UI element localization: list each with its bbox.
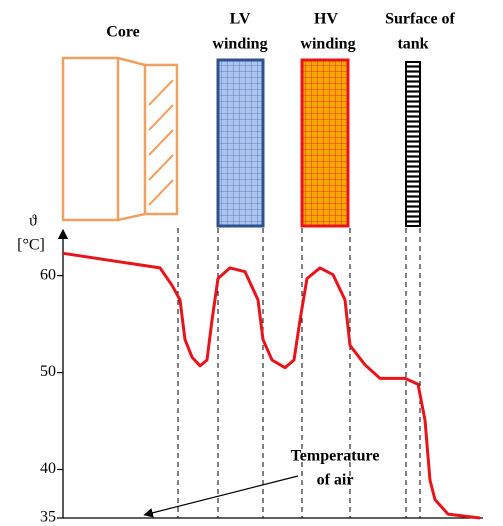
annotation-arrow — [143, 475, 299, 518]
component-label: Core — [106, 24, 139, 41]
y-tick-label: 35 — [40, 509, 56, 526]
component-label: LV — [230, 11, 251, 28]
annotation: of air — [317, 472, 354, 489]
component-label: HV — [314, 11, 338, 28]
component-label: winding — [212, 36, 267, 53]
y-tick-label: 50 — [40, 363, 56, 380]
y-tick-label: 60 — [40, 266, 56, 283]
y-axis-symbol: ϑ — [29, 213, 37, 230]
tank-surface — [405, 61, 421, 227]
lv-winding — [216, 58, 265, 228]
core — [61, 56, 179, 222]
temperature-line — [62, 251, 481, 520]
component-label: tank — [397, 36, 428, 53]
guide-lines — [177, 228, 421, 518]
hv-winding — [300, 58, 350, 228]
component-label: Surface of — [385, 11, 455, 28]
component-label: winding — [300, 36, 355, 53]
y-tick-label: 40 — [40, 460, 56, 477]
annotation: Temperature — [291, 448, 380, 465]
y-axis-unit: [°C] — [17, 237, 45, 254]
